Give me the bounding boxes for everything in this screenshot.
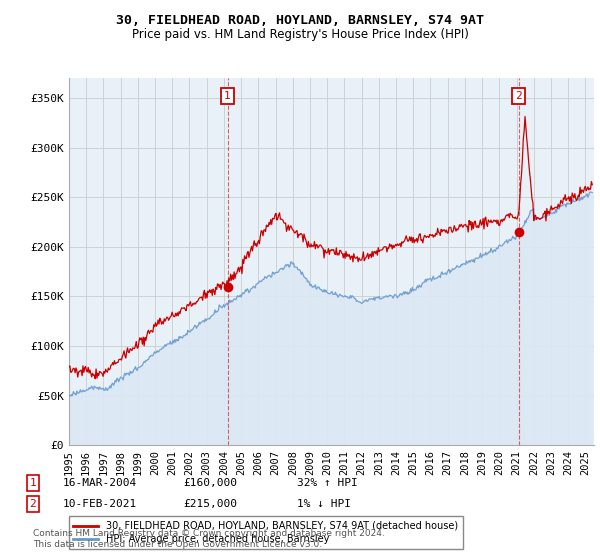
Text: 32% ↑ HPI: 32% ↑ HPI: [297, 478, 358, 488]
Text: 16-MAR-2004: 16-MAR-2004: [63, 478, 137, 488]
Text: Contains HM Land Registry data © Crown copyright and database right 2024.
This d: Contains HM Land Registry data © Crown c…: [33, 529, 385, 549]
Legend: 30, FIELDHEAD ROAD, HOYLAND, BARNSLEY, S74 9AT (detached house), HPI: Average pr: 30, FIELDHEAD ROAD, HOYLAND, BARNSLEY, S…: [68, 516, 463, 549]
Text: 1: 1: [29, 478, 37, 488]
Text: £215,000: £215,000: [183, 499, 237, 509]
Text: 2: 2: [29, 499, 37, 509]
Text: 1: 1: [224, 91, 231, 101]
Text: 30, FIELDHEAD ROAD, HOYLAND, BARNSLEY, S74 9AT: 30, FIELDHEAD ROAD, HOYLAND, BARNSLEY, S…: [116, 14, 484, 27]
Text: Price paid vs. HM Land Registry's House Price Index (HPI): Price paid vs. HM Land Registry's House …: [131, 28, 469, 41]
Text: 1% ↓ HPI: 1% ↓ HPI: [297, 499, 351, 509]
Text: £160,000: £160,000: [183, 478, 237, 488]
Text: 2: 2: [515, 91, 522, 101]
Text: 10-FEB-2021: 10-FEB-2021: [63, 499, 137, 509]
